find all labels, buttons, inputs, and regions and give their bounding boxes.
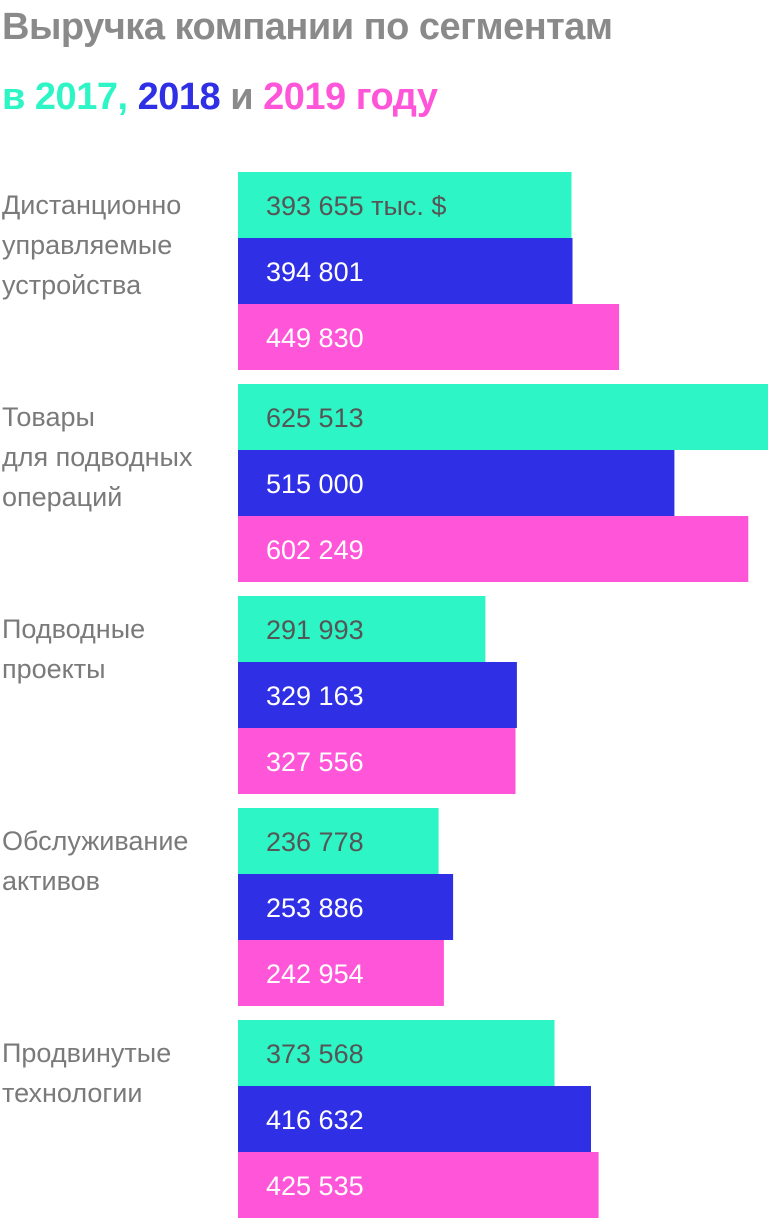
value-label-2018: 416 632 [266, 1105, 364, 1135]
subtitle-sep-2: и [220, 76, 264, 118]
bar-2017 [238, 384, 768, 450]
bar-2017 [238, 172, 572, 238]
category-label-line: Обслуживание [2, 826, 188, 856]
value-label-2019: 242 954 [266, 959, 364, 989]
category-label-line: технологии [2, 1078, 142, 1108]
bar-2017 [238, 1020, 555, 1086]
category-label: Подводные проекты [2, 614, 145, 684]
value-label-2018: 515 000 [266, 469, 364, 499]
subtitle-sep-1: , [117, 76, 138, 118]
value-label-2018: 329 163 [266, 681, 364, 711]
value-label-2017: 291 993 [266, 615, 364, 645]
bar-2017 [238, 596, 486, 662]
category-label-line: Подводные [2, 614, 145, 644]
value-label-2017: 236 778 [266, 827, 364, 857]
category-label: Товары для подводных операций [2, 402, 193, 512]
category-label-line: операций [2, 482, 122, 512]
chart-title: Выручка компании по сегментам [2, 6, 613, 48]
legend-2019: 2019 [263, 76, 346, 118]
chart-subtitle: в 2017, 2018 и 2019 году [2, 78, 438, 116]
bar-2019 [238, 940, 444, 1006]
bar-2017 [238, 808, 439, 874]
value-label-2017: 393 655 тыс. $ [266, 191, 446, 221]
bar-2018 [238, 238, 573, 304]
legend-2018: 2018 [137, 76, 221, 118]
bar-2018 [238, 1086, 591, 1152]
bar-2019 [238, 304, 620, 370]
category-label-line: управляемые [2, 230, 172, 260]
category-label-line: Продвинутые [2, 1038, 171, 1068]
value-label-2019: 602 249 [266, 535, 364, 565]
value-label-2019: 327 556 [266, 747, 364, 777]
category-label-line: активов [2, 866, 100, 896]
legend-2017: 2017 [34, 76, 118, 118]
bar-2018 [238, 450, 675, 516]
category-label-line: для подводных [2, 442, 193, 472]
bar-2018 [238, 874, 454, 940]
value-label-2018: 394 801 [266, 257, 364, 287]
bar-2018 [238, 662, 517, 728]
category-label: Дистанционно управляемые устройства [2, 190, 181, 300]
category-label-line: Дистанционно [2, 190, 181, 220]
category-label: Обслуживание активов [2, 826, 188, 896]
subtitle-prefix: в [2, 76, 35, 118]
value-label-2018: 253 886 [266, 893, 364, 923]
category-label-line: Товары [2, 402, 95, 432]
bar-2019 [238, 1152, 599, 1218]
category-label-line: устройства [2, 270, 142, 300]
bar-2019 [238, 516, 749, 582]
value-label-2017: 625 513 [266, 403, 364, 433]
subtitle-suffix: году [345, 76, 438, 118]
value-label-2017: 373 568 [266, 1039, 364, 1069]
value-label-2019: 425 535 [266, 1171, 364, 1201]
category-label-line: проекты [2, 654, 106, 684]
category-label: Продвинутые технологии [2, 1038, 171, 1108]
bar-2019 [238, 728, 516, 794]
value-label-2019: 449 830 [266, 323, 364, 353]
